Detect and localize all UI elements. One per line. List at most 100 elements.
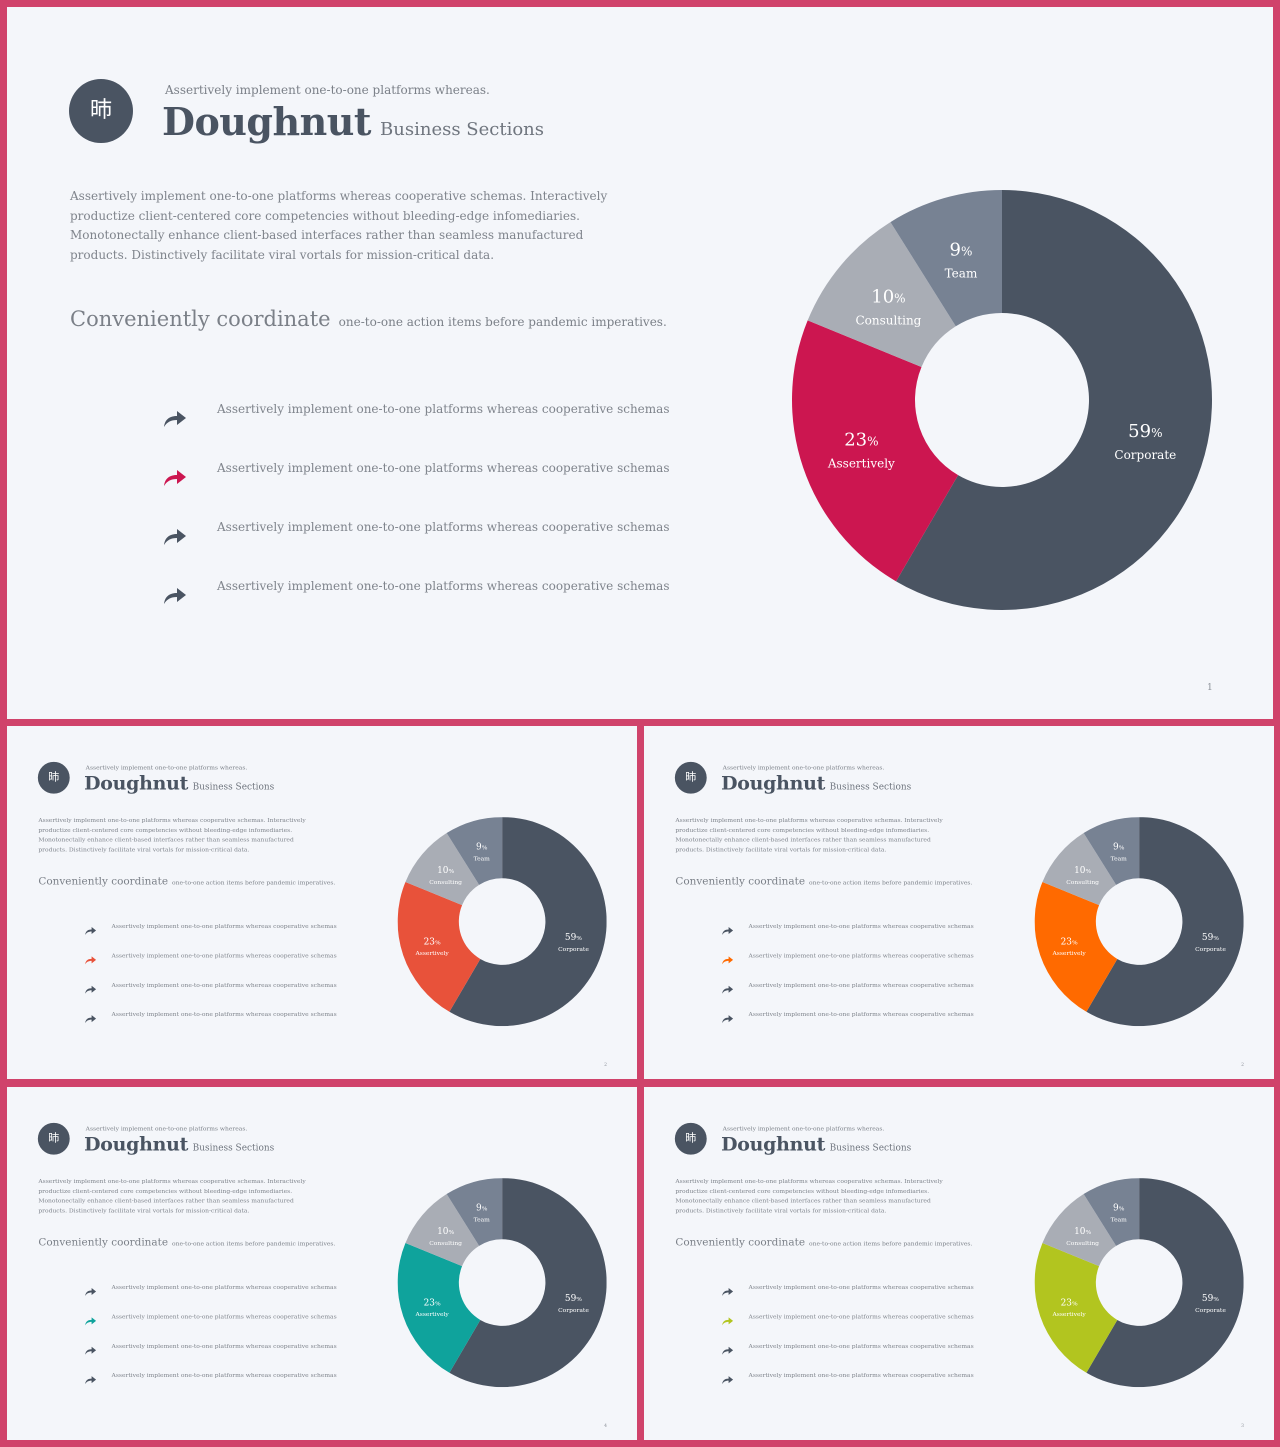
slice-consulting xyxy=(807,222,956,368)
forward-arrow-icon xyxy=(722,1015,734,1024)
page-number: 2 xyxy=(604,1062,608,1068)
logo-glyph: 昁 xyxy=(37,1122,70,1155)
bullet-text: Assertively implement one-to-one platfor… xyxy=(111,922,337,930)
slice-value-corporate: 59% xyxy=(1202,933,1219,943)
coordinate-sub: one-to-one action items before pandemic … xyxy=(338,315,667,329)
slice-label-assertively: Assertively xyxy=(1051,1311,1086,1318)
bullet-text: Assertively implement one-to-one platfor… xyxy=(217,520,670,534)
slice-label-corporate: Corporate xyxy=(1195,946,1226,953)
slice-assertively xyxy=(397,881,481,1012)
slice-consulting xyxy=(1042,1194,1117,1267)
forward-arrow-icon xyxy=(85,985,97,994)
slice-label-team: Team xyxy=(1111,856,1128,863)
slice-label-corporate: Corporate xyxy=(558,946,589,953)
bullet-text: Assertively implement one-to-one platfor… xyxy=(748,951,974,959)
forward-arrow-icon xyxy=(164,588,186,604)
title-sub: Business Sections xyxy=(380,119,545,140)
slice-value-consulting: 10% xyxy=(1074,1227,1091,1237)
bullet-text: Assertively implement one-to-one platfor… xyxy=(111,1371,337,1379)
slice-corporate xyxy=(1086,1178,1244,1388)
slice-value-consulting: 10% xyxy=(437,866,454,876)
page-number: 1 xyxy=(1207,683,1213,693)
coordinate-main: Conveniently coordinate xyxy=(70,307,331,331)
coordinate-main: Conveniently coordinate xyxy=(38,875,169,888)
bullet-text: Assertively implement one-to-one platfor… xyxy=(111,1312,337,1320)
page-number: 4 xyxy=(604,1423,608,1429)
slice-value-corporate: 59% xyxy=(1128,421,1162,442)
slice-value-assertively: 23% xyxy=(424,1298,441,1308)
slice-label-assertively: Assertively xyxy=(414,1311,449,1318)
body-paragraph: Assertively implement one-to-one platfor… xyxy=(675,1177,943,1214)
slice-label-assertively: Assertively xyxy=(1051,950,1086,957)
forward-arrow-icon xyxy=(722,1317,734,1326)
slice-assertively xyxy=(1034,881,1118,1012)
forward-arrow-icon xyxy=(722,1376,734,1385)
slice-label-consulting: Consulting xyxy=(429,879,462,886)
coordinate-sub: one-to-one action items before pandemic … xyxy=(809,1240,973,1248)
bullet-text: Assertively implement one-to-one platfor… xyxy=(748,922,974,930)
slide-3: 昁 Assertively implement one-to-one platf… xyxy=(644,726,1274,1079)
logo-glyph: 昁 xyxy=(37,761,70,794)
slice-value-team: 9% xyxy=(476,843,488,853)
forward-arrow-icon xyxy=(722,956,734,965)
forward-arrow-icon xyxy=(722,985,734,994)
forward-arrow-icon xyxy=(85,1015,97,1024)
forward-arrow-icon xyxy=(722,1346,734,1355)
slide-4: 昁 Assertively implement one-to-one platf… xyxy=(7,1087,637,1440)
body-paragraph: Assertively implement one-to-one platfor… xyxy=(675,816,943,853)
slice-team xyxy=(446,817,503,885)
coordinate-sub: one-to-one action items before pandemic … xyxy=(172,1240,336,1248)
bullet-text: Assertively implement one-to-one platfor… xyxy=(748,1010,974,1018)
forward-arrow-icon xyxy=(85,1288,97,1297)
body-paragraph: Assertively implement one-to-one platfor… xyxy=(38,816,306,853)
title-sub: Business Sections xyxy=(192,781,275,793)
forward-arrow-icon xyxy=(164,411,186,427)
slice-value-consulting: 10% xyxy=(1074,866,1091,876)
slice-value-corporate: 59% xyxy=(565,933,582,943)
bullet-text: Assertively implement one-to-one platfor… xyxy=(111,1010,337,1018)
doughnut-chart: 59% Corporate 23% Assertively 10% Consulting 9… xyxy=(397,817,607,1027)
slice-team xyxy=(446,1178,503,1246)
slice-team xyxy=(890,190,1002,327)
page-number: 2 xyxy=(1241,1062,1245,1068)
body-paragraph: Assertively implement one-to-one platfor… xyxy=(70,189,608,262)
slice-label-corporate: Corporate xyxy=(558,1307,589,1314)
slide-1: 昁 Assertively implement one-to-one platf… xyxy=(7,7,1273,719)
slice-assertively xyxy=(397,1242,481,1373)
slide-content: 昁 Assertively implement one-to-one platf… xyxy=(7,1087,637,1440)
slide-2: 昁 Assertively implement one-to-one platf… xyxy=(7,726,637,1079)
page-title: Doughnut Business Sections xyxy=(84,1133,274,1155)
page-title: Doughnut Business Sections xyxy=(162,99,544,144)
slice-value-assertively: 23% xyxy=(844,430,878,451)
coordinate-main: Conveniently coordinate xyxy=(675,1236,806,1249)
slide-5: 昁 Assertively implement one-to-one platf… xyxy=(644,1087,1274,1440)
slice-value-assertively: 23% xyxy=(1061,1298,1078,1308)
title-sub: Business Sections xyxy=(192,1142,275,1154)
page-title: Doughnut Business Sections xyxy=(721,1133,911,1155)
subtitle: Assertively implement one-to-one platfor… xyxy=(722,1124,885,1132)
bullet-text: Assertively implement one-to-one platfor… xyxy=(217,461,670,475)
forward-arrow-icon xyxy=(164,529,186,545)
coordinate-heading: Conveniently coordinate one-to-one actio… xyxy=(70,307,667,331)
page-title: Doughnut Business Sections xyxy=(84,772,274,794)
bullet-text: Assertively implement one-to-one platfor… xyxy=(748,1371,974,1379)
slice-label-team: Team xyxy=(945,266,978,280)
title-main: Doughnut xyxy=(84,771,189,795)
slice-team xyxy=(1083,817,1140,885)
bullet-text: Assertively implement one-to-one platfor… xyxy=(217,402,670,416)
slice-label-corporate: Corporate xyxy=(1114,448,1176,462)
forward-arrow-icon xyxy=(722,1288,734,1297)
forward-arrow-icon xyxy=(85,927,97,936)
slice-value-corporate: 59% xyxy=(1202,1294,1219,1304)
subtitle: Assertively implement one-to-one platfor… xyxy=(85,1124,248,1132)
slice-assertively xyxy=(792,320,959,582)
slice-corporate xyxy=(449,817,607,1027)
coordinate-main: Conveniently coordinate xyxy=(38,1236,169,1249)
logo-glyph: 昁 xyxy=(674,761,707,794)
slice-assertively xyxy=(1034,1242,1118,1373)
slice-label-corporate: Corporate xyxy=(1195,1307,1226,1314)
bullet-text: Assertively implement one-to-one platfor… xyxy=(111,981,337,989)
slice-corporate xyxy=(896,190,1212,610)
coordinate-main: Conveniently coordinate xyxy=(675,875,806,888)
bullet-text: Assertively implement one-to-one platfor… xyxy=(111,951,337,959)
